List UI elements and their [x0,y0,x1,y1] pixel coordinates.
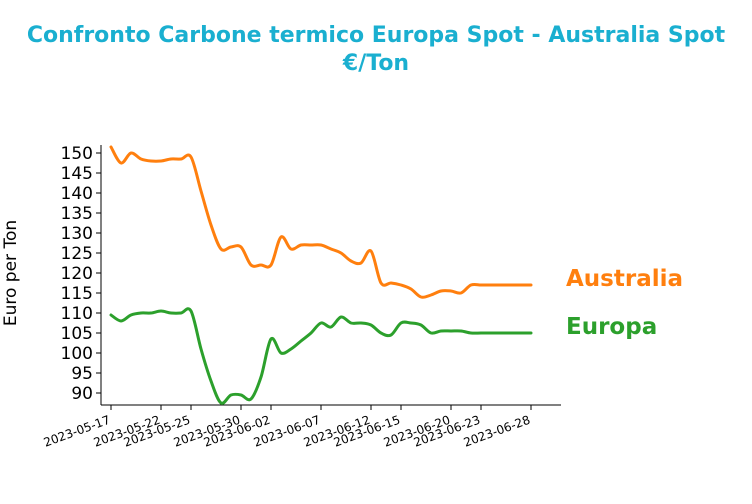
plot-lines [109,145,533,405]
y-tick-label: 150 [61,144,93,164]
y-tick-label: 140 [61,184,93,204]
y-tick-label: 135 [61,204,93,224]
y-tick-label: 105 [61,324,93,344]
series-line-australia [109,145,533,299]
chart-title-line-2: €/Ton [342,51,410,76]
series-labels: Australia Europa [566,266,683,340]
series-label-europa: Europa [566,314,657,340]
y-tick-label: 95 [71,364,93,384]
y-tick-label: 145 [61,164,93,184]
chart-title: Confronto Carbone termico Europa Spot - … [0,22,752,78]
y-tick-label: 115 [61,284,93,304]
chart-title-line-1: Confronto Carbone termico Europa Spot - … [26,23,726,48]
y-tick-label: 125 [61,244,93,264]
y-tick-label: 110 [61,304,93,324]
y-tick-label: 90 [71,384,93,404]
y-tick-label: 120 [61,264,93,284]
y-tick-label: 100 [61,344,93,364]
y-axis-label: Euro per Ton [1,220,21,326]
series-label-australia: Australia [566,266,683,292]
axes: 9095100105110115120125130135140145150202… [42,144,561,450]
series-line-europa [109,307,533,405]
y-tick-label: 130 [61,224,93,244]
